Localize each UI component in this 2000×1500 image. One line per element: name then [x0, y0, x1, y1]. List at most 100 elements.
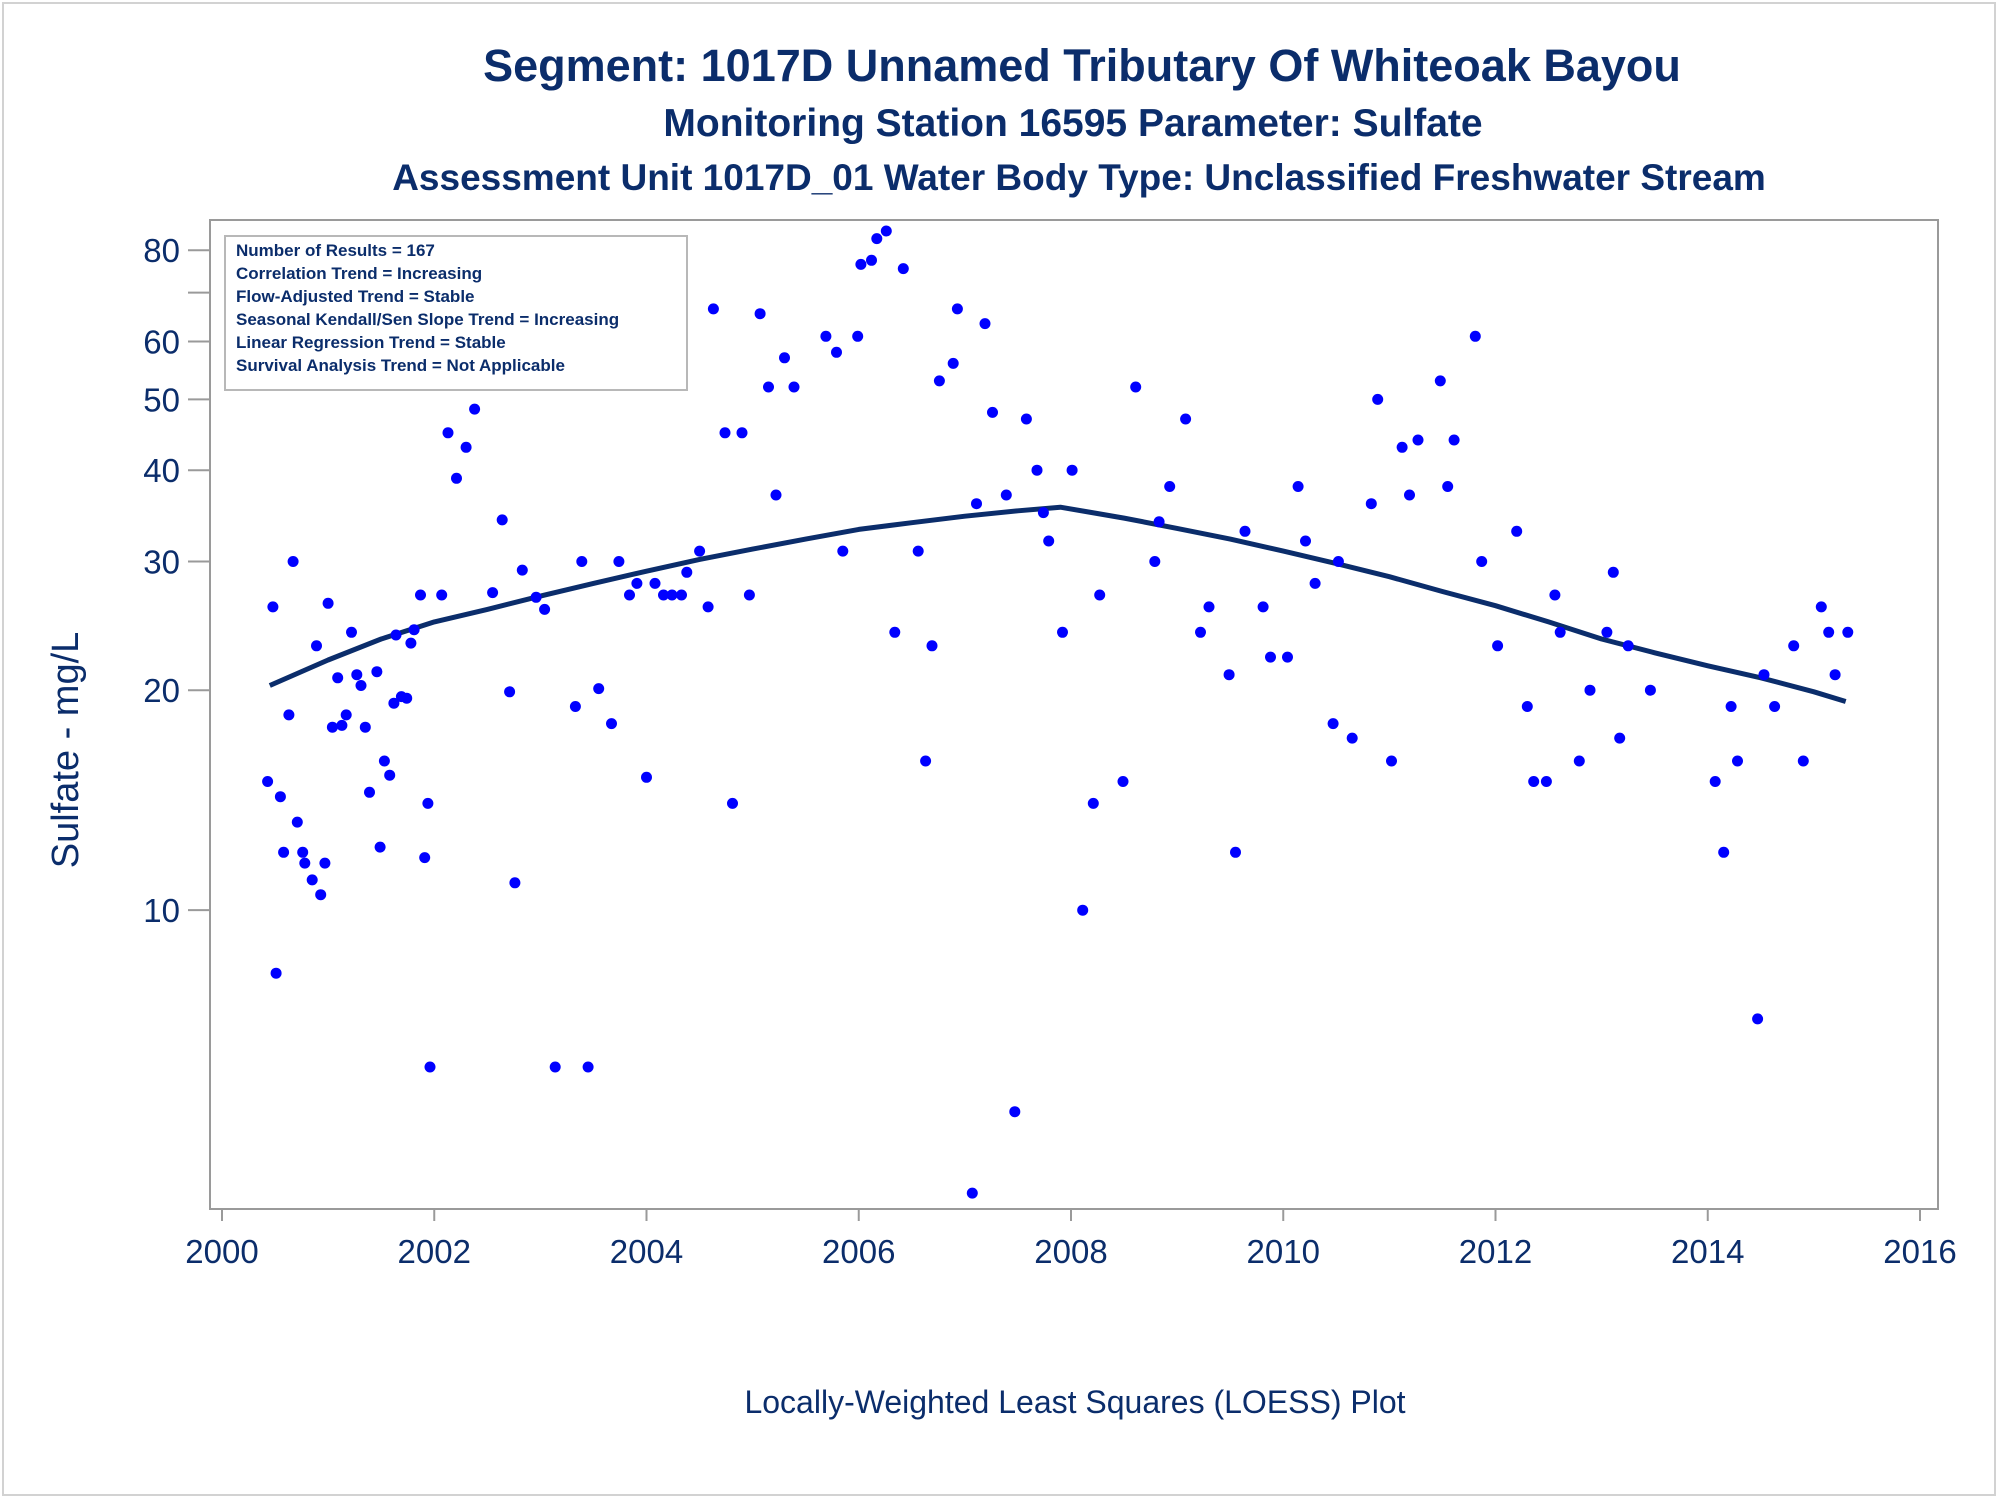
data-point: [971, 498, 982, 510]
data-point: [504, 686, 516, 698]
data-point: [1164, 481, 1176, 492]
data-point: [754, 308, 766, 320]
y-axis-label: Sulfate - mg/L: [45, 632, 87, 869]
data-point: [1066, 464, 1078, 476]
data-point: [378, 755, 390, 767]
data-point: [1511, 525, 1523, 537]
data-point: [1282, 651, 1293, 663]
data-point: [1203, 601, 1215, 613]
data-point: [1797, 755, 1809, 767]
data-point: [388, 697, 400, 709]
data-point: [1412, 434, 1424, 446]
data-point: [390, 629, 402, 641]
x-tick-label: 2002: [398, 1233, 471, 1270]
data-point: [1309, 577, 1321, 589]
data-point: [631, 577, 643, 589]
y-tick-label: 60: [143, 324, 180, 361]
data-point: [1265, 651, 1276, 663]
data-point: [436, 589, 448, 601]
data-point: [1153, 516, 1165, 528]
data-point: [1037, 507, 1049, 519]
data-point: [1087, 797, 1099, 809]
data-point: [322, 597, 334, 609]
data-point: [419, 852, 431, 864]
data-point: [1622, 640, 1634, 652]
data-point: [496, 514, 508, 526]
loess-line: [268, 504, 1847, 704]
data-point: [871, 233, 883, 245]
data-point: [1020, 413, 1032, 425]
data-point: [1448, 434, 1460, 446]
data-point: [311, 640, 322, 652]
data-point: [299, 857, 311, 869]
data-point: [649, 577, 661, 589]
data-point: [1528, 776, 1540, 787]
data-point: [1332, 556, 1344, 567]
x-tick-label: 2010: [1247, 1233, 1320, 1270]
data-point: [364, 786, 375, 798]
data-point: [837, 545, 849, 557]
data-point: [897, 263, 909, 275]
data-point: [1752, 1013, 1764, 1025]
data-point: [743, 589, 755, 601]
data-point: [880, 225, 892, 237]
data-point: [866, 254, 877, 266]
data-point: [1257, 601, 1269, 613]
data-point: [405, 637, 417, 649]
data-point: [1442, 481, 1454, 492]
data-point: [1239, 525, 1251, 537]
data-point: [694, 545, 706, 557]
data-point: [1117, 776, 1129, 787]
data-point: [966, 1187, 978, 1199]
data-point: [1492, 640, 1504, 652]
data-point: [933, 375, 945, 387]
data-point: [920, 755, 932, 767]
data-point: [926, 640, 938, 652]
axes: 2000 2002 2004 2006 2008 2010 2012 2014 2016 10 20…: [143, 232, 1956, 1270]
data-point: [582, 1061, 594, 1073]
data-point: [1614, 732, 1626, 744]
stats-legend: Number of Results = 167 Correlation Trend…: [224, 235, 688, 391]
data-point: [291, 816, 303, 828]
data-point: [346, 626, 357, 638]
chart-subtitle-assessment: Assessment Unit 1017D_01 Water Body Type…: [392, 157, 1766, 198]
x-tick-label: 2012: [1459, 1233, 1532, 1270]
data-point: [359, 721, 371, 733]
data-point: [1396, 441, 1408, 453]
data-point: [1732, 755, 1743, 767]
data-point: [613, 556, 625, 567]
data-point: [297, 846, 309, 858]
data-point: [1130, 381, 1142, 393]
data-point: [1434, 375, 1446, 387]
data-point: [1469, 330, 1481, 342]
data-point: [270, 967, 282, 979]
data-point: [1149, 556, 1161, 567]
data-point: [422, 797, 434, 809]
data-point: [1769, 701, 1781, 712]
stats-legend-line: Survival Analysis Trend = Not Applicable: [236, 356, 565, 375]
data-point: [1842, 626, 1854, 638]
data-point: [1476, 556, 1488, 567]
data-point: [401, 692, 413, 704]
data-point: [569, 701, 581, 712]
data-point: [374, 841, 386, 853]
data-point: [1094, 589, 1106, 601]
data-marks: [262, 225, 1854, 1199]
data-point: [1195, 626, 1206, 638]
data-point: [315, 889, 327, 901]
x-tick-label: 2004: [610, 1233, 683, 1270]
data-point: [1584, 684, 1596, 696]
data-point: [384, 769, 396, 781]
stats-legend-line: Correlation Trend = Increasing: [236, 264, 482, 283]
data-point: [1009, 1106, 1021, 1118]
data-point: [1365, 498, 1377, 510]
data-point: [1043, 535, 1055, 547]
data-point: [702, 601, 714, 613]
data-point: [336, 719, 348, 731]
x-tick-label: 2008: [1034, 1233, 1107, 1270]
data-point: [1230, 846, 1241, 858]
data-point: [820, 330, 832, 342]
data-point: [1292, 481, 1304, 492]
